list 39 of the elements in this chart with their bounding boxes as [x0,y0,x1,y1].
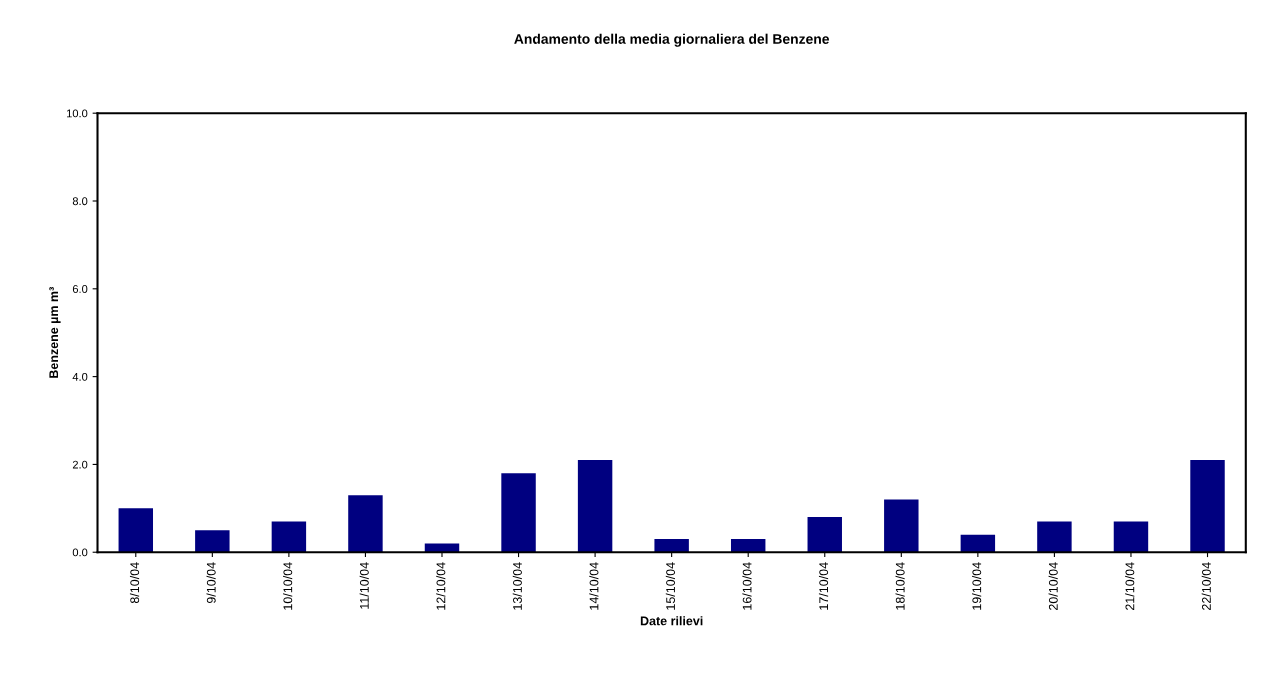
x-tick-label: 19/10/04 [972,562,982,610]
x-tick-label: 12/10/04 [436,562,446,610]
x-tick-label: 10/10/04 [283,562,293,610]
y-tick-label: 4.0 [72,372,88,381]
x-tick-label: 20/10/04 [1048,562,1058,610]
x-tick-label: 9/10/04 [206,562,216,604]
x-tick-label: 18/10/04 [895,562,905,610]
chart-title: Andamento della media giornaliera del Benzene [514,33,830,47]
y-tick-label: 6.0 [72,285,88,293]
y-tick-label: 2.0 [72,460,88,469]
bar [195,530,230,553]
y-axis-title: Benzene µm m³ [49,287,61,378]
bar [1113,521,1149,553]
x-tick-label: 13/10/04 [512,562,522,610]
bar [1037,521,1072,553]
bar [654,539,689,553]
bar [271,521,307,553]
bar [1190,460,1225,553]
x-tick-label: 16/10/04 [742,562,752,610]
x-tick-label: 8/10/04 [129,562,140,604]
x-tick-label: 15/10/04 [665,562,676,610]
bar [884,499,919,553]
bar [577,460,613,553]
bar [501,473,536,553]
y-tick-label: 10.0 [67,109,88,118]
x-tick-label: 22/10/04 [1201,562,1211,610]
x-tick-label: 21/10/04 [1125,562,1135,610]
x-axis-title: Date rilievi [640,616,703,626]
bar [348,495,383,553]
bar [960,534,996,553]
bar [807,517,842,553]
x-tick-label: 11/10/04 [359,562,369,609]
y-tick-label: 8.0 [72,197,88,206]
y-tick-label: 0.0 [72,548,88,557]
bar [118,508,154,553]
bar [730,539,766,553]
bar [424,543,460,553]
x-tick-label: 17/10/04 [818,562,829,610]
x-tick-label: 14/10/04 [589,562,599,610]
